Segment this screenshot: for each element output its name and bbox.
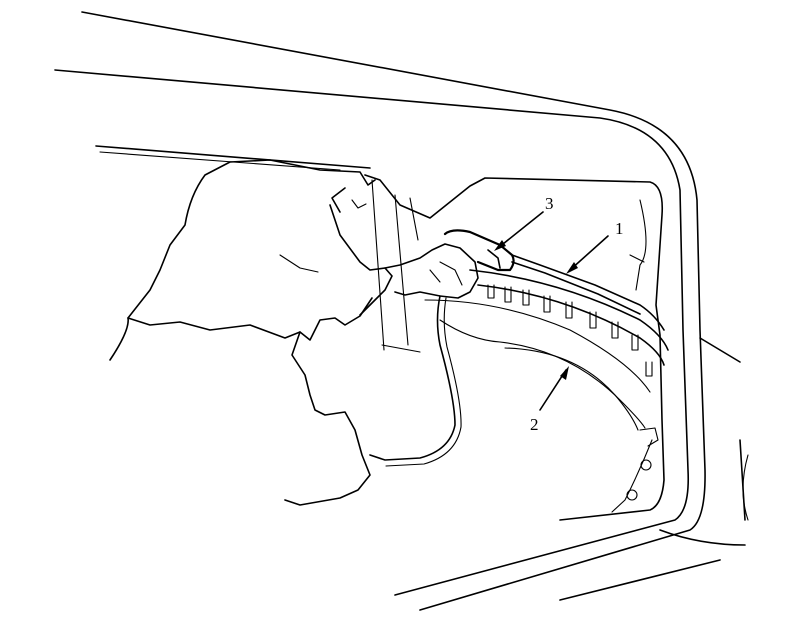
arrowhead-3 [494,240,506,251]
wheel-arch-flange [424,269,669,429]
callout-3: 3 [545,194,554,213]
callout-2: 2 [530,415,539,434]
air-hose-inner [385,297,462,467]
leader-line-1 [569,235,609,271]
vehicle-body-outline [54,11,749,611]
operator-hand [384,243,479,299]
arrowhead-2 [560,366,569,380]
wheelhouse-frame [364,174,665,521]
arrowhead-1 [566,262,578,274]
air-hose [369,295,456,461]
callout-1: 1 [615,219,624,238]
callout-arrows [494,211,609,411]
leader-line-3 [497,211,544,249]
sealant-gun [443,229,665,331]
sealant-bead [504,347,639,431]
operator-figure [109,159,393,506]
flange-slots [487,284,653,377]
